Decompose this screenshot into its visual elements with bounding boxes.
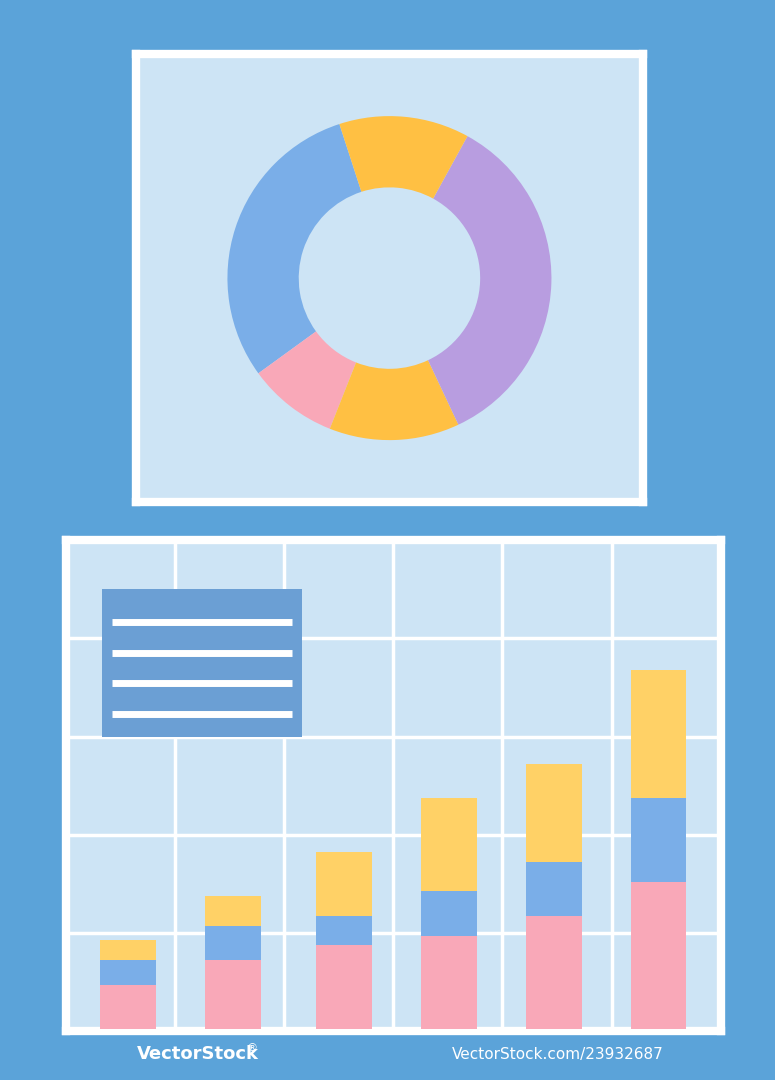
- Bar: [421, 891, 477, 935]
- Wedge shape: [339, 117, 467, 199]
- Wedge shape: [330, 361, 459, 440]
- Bar: [205, 926, 260, 960]
- Text: VectorStock: VectorStock: [136, 1045, 259, 1063]
- Bar: [631, 671, 687, 798]
- Wedge shape: [227, 124, 361, 374]
- Bar: [316, 852, 372, 916]
- FancyBboxPatch shape: [102, 590, 301, 737]
- Bar: [526, 862, 581, 916]
- Bar: [631, 798, 687, 881]
- Wedge shape: [258, 332, 356, 429]
- Wedge shape: [428, 136, 552, 424]
- Bar: [205, 896, 260, 926]
- Bar: [631, 881, 687, 1029]
- Bar: [421, 798, 477, 891]
- Bar: [526, 916, 581, 1029]
- Bar: [316, 945, 372, 1029]
- Bar: [526, 764, 581, 862]
- Bar: [205, 960, 260, 1029]
- Text: VectorStock.com/23932687: VectorStock.com/23932687: [452, 1047, 664, 1062]
- Bar: [316, 916, 372, 945]
- Bar: [100, 941, 156, 960]
- Text: ®: ®: [246, 1043, 257, 1053]
- Bar: [100, 985, 156, 1029]
- Bar: [421, 935, 477, 1029]
- Bar: [100, 960, 156, 985]
